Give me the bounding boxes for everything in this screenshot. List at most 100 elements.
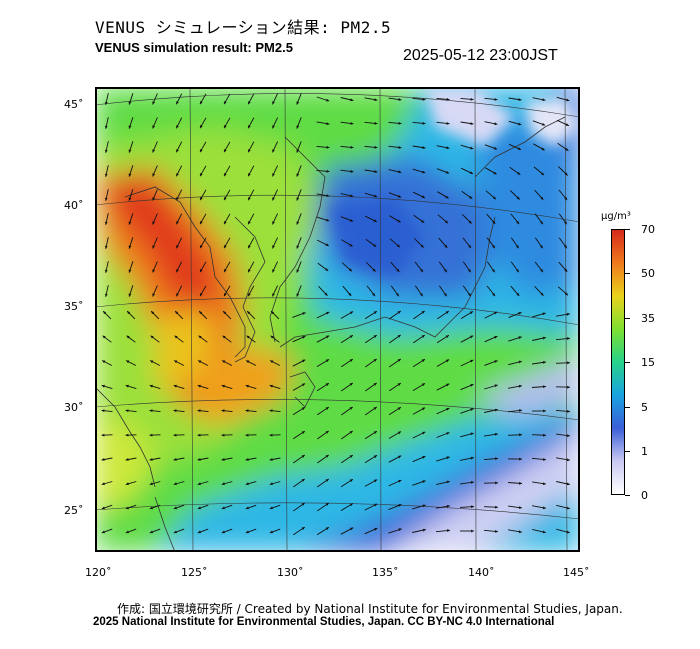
wind-arrow-head <box>175 311 179 315</box>
wind-arrow-head <box>152 269 156 273</box>
wind-arrow-head <box>325 479 329 482</box>
wind-arrow-head <box>272 293 275 297</box>
wind-arrow-head <box>518 336 522 340</box>
colorbar <box>611 229 625 495</box>
wind-arrow-head <box>296 197 300 201</box>
title-japanese: VENUS シミュレーション結果: PM2.5 <box>95 18 392 37</box>
wind-arrow-head <box>493 146 498 150</box>
wind-arrow-head <box>128 125 132 129</box>
wind-arrow-head <box>174 335 178 339</box>
wind-arrow-head <box>126 360 130 364</box>
wind-arrow-head <box>198 360 202 364</box>
wind-arrow-head <box>301 383 306 387</box>
wind-arrow-head <box>326 98 330 102</box>
wind-arrow-head <box>128 149 132 153</box>
wind-arrow-head <box>445 311 449 314</box>
wind-arrow-head <box>349 431 353 434</box>
lat-label-40: 40˚ <box>64 199 84 212</box>
lon-label-125: 125˚ <box>181 566 208 579</box>
wind-arrow-head <box>176 269 179 273</box>
wind-arrow-head <box>152 101 156 105</box>
wind-arrow-head <box>566 506 570 510</box>
wind-arrow-head <box>374 98 378 102</box>
wind-arrow-head <box>269 409 273 413</box>
wind-arrow-head <box>445 170 450 174</box>
wind-arrow-head <box>325 359 329 363</box>
graticule <box>95 87 580 552</box>
wind-arrow-head <box>349 407 353 410</box>
wind-arrow-head <box>149 482 153 486</box>
wind-arrow-head <box>445 335 449 338</box>
wind-arrow-head <box>152 221 156 225</box>
lon-label-120: 120˚ <box>85 566 112 579</box>
wind-arrow-head <box>420 244 424 248</box>
wind-arrow-head <box>245 433 249 437</box>
wind-arrow-head <box>296 269 300 273</box>
wind-arrow-head <box>543 458 546 461</box>
wind-arrow-head <box>350 194 354 198</box>
wind-arrow-head <box>396 293 399 297</box>
wind-arrows <box>101 93 571 536</box>
wind-arrow-head <box>374 503 378 507</box>
wind-arrow-head <box>197 530 201 534</box>
wind-arrow-head <box>494 408 498 412</box>
wind-arrow-head <box>272 149 275 153</box>
wind-arrow-head <box>224 221 227 225</box>
wind-arrow-head <box>152 293 156 297</box>
wind-arrow-head <box>104 125 108 129</box>
wind-arrow-head <box>447 529 450 532</box>
wind-arrow-head <box>540 196 544 200</box>
wind-arrow-head <box>470 146 474 150</box>
wind-arrow-head <box>325 268 329 271</box>
wind-arrow-head <box>149 384 153 388</box>
wind-arrow-head <box>173 384 177 388</box>
wind-arrow-head <box>495 481 498 485</box>
wind-arrow-head <box>173 433 177 437</box>
wind-arrow-head <box>223 311 227 315</box>
wind-arrow-head <box>296 245 300 249</box>
wind-arrow-head <box>176 197 179 201</box>
wind-arrow-head <box>422 528 426 532</box>
wind-arrow-head <box>444 244 448 248</box>
wind-arrow-head <box>373 219 377 222</box>
lon-label-135: 135˚ <box>372 566 399 579</box>
wind-arrow-head <box>128 197 132 201</box>
wind-arrow-head <box>422 480 426 483</box>
wind-arrow-head <box>149 530 153 534</box>
wind-arrow-head <box>542 482 546 486</box>
wind-arrow-head <box>101 482 105 486</box>
wind-arrow-head <box>221 506 225 510</box>
wind-arrow-head <box>419 293 423 297</box>
title-english: VENUS simulation result: PM2.5 <box>95 40 293 55</box>
wind-arrow-head <box>104 173 108 177</box>
wind-arrow-head <box>197 384 201 388</box>
wind-arrow-head <box>567 409 570 413</box>
wind-arrow-head <box>248 245 251 249</box>
wind-arrow-head <box>566 482 570 486</box>
wind-arrow-head <box>470 97 474 101</box>
colorbar-label-5: 5 <box>641 401 648 414</box>
wind-arrow-head <box>470 335 474 339</box>
wind-arrow-head <box>149 458 153 461</box>
lat-label-30: 30˚ <box>64 401 84 414</box>
wind-arrow-head <box>104 101 108 105</box>
wind-arrow-head <box>516 269 519 273</box>
wind-arrow-head <box>269 482 273 486</box>
wind-arrow-head <box>349 455 353 458</box>
wind-arrow-head <box>270 335 274 339</box>
wind-arrow-head <box>495 505 498 509</box>
wind-arrow-head <box>350 170 354 173</box>
wind-arrow-head <box>492 293 495 297</box>
colorbar-label-15: 15 <box>641 356 655 369</box>
wind-arrow-head <box>543 409 546 413</box>
wind-arrow-head <box>469 311 473 315</box>
wind-arrow-head <box>543 433 546 437</box>
wind-arrow-head <box>494 360 498 363</box>
colorbar-tick <box>625 407 630 408</box>
wind-arrow-head <box>446 122 450 125</box>
colorbar-label-1: 1 <box>641 445 648 458</box>
wind-arrow-head <box>542 530 546 534</box>
colorbar-label-0: 0 <box>641 489 648 502</box>
wind-arrow-head <box>200 101 203 105</box>
wind-arrow-head <box>494 432 498 436</box>
